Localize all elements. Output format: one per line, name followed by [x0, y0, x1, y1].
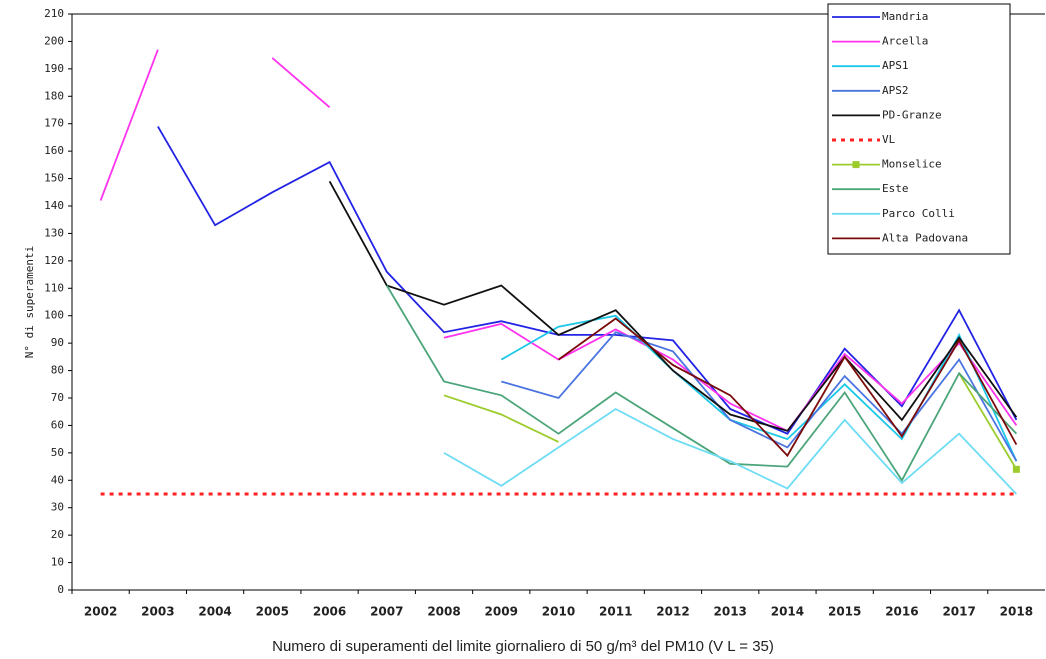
- y-tick-label: 170: [44, 117, 64, 130]
- y-tick-label: 80: [51, 364, 64, 377]
- x-tick-label: 2011: [599, 605, 632, 619]
- legend-label: Monselice: [882, 158, 942, 171]
- x-tick-label: 2006: [313, 605, 346, 619]
- x-tick-label: 2014: [771, 605, 804, 619]
- series-line: [386, 285, 1018, 483]
- y-tick-label: 90: [51, 336, 64, 349]
- y-tick-label: 10: [51, 556, 64, 569]
- caption: Numero di superamenti del limite giornal…: [272, 638, 774, 655]
- legend-label: Este: [882, 182, 909, 195]
- legend-label: Alta Padovana: [882, 231, 968, 244]
- y-tick-label: 140: [44, 199, 64, 212]
- x-tick-label: 2005: [256, 605, 289, 619]
- y-tick-label: 190: [44, 62, 64, 75]
- legend-label: PD-Granze: [882, 108, 942, 121]
- legend-label: Arcella: [882, 35, 928, 48]
- x-tick-label: 2004: [198, 605, 231, 619]
- legend-label: VL: [882, 133, 896, 146]
- legend-box: [827, 3, 1011, 255]
- legend-label: Parco Colli: [882, 207, 955, 220]
- x-tick-label: 2015: [828, 605, 861, 619]
- x-tick-label: 2013: [714, 605, 747, 619]
- y-tick-label: 50: [51, 446, 64, 459]
- y-axis-label: N° di superamenti: [23, 246, 36, 359]
- y-tick-label: 100: [44, 309, 64, 322]
- series-line: [157, 126, 1018, 435]
- x-tick-label: 2007: [370, 605, 403, 619]
- y-tick-label: 130: [44, 226, 64, 239]
- y-tick-label: 120: [44, 254, 64, 267]
- series-line: [99, 49, 1018, 433]
- legend-label: Mandria: [882, 10, 928, 23]
- y-tick-label: 200: [44, 34, 64, 47]
- x-tick-label: 2003: [141, 605, 174, 619]
- x-tick-label: 2002: [84, 605, 117, 619]
- y-tick-label: 0: [57, 583, 64, 596]
- legend-label: APS1: [882, 59, 909, 72]
- series-line: [501, 331, 1018, 462]
- y-tick-label: 60: [51, 418, 64, 431]
- y-tick-label: 110: [44, 281, 64, 294]
- x-tick-label: 2018: [1000, 605, 1033, 619]
- series-line: [328, 180, 1018, 432]
- series-line: [443, 407, 1018, 495]
- y-tick-label: 150: [44, 172, 64, 185]
- x-tick-label: 2012: [656, 605, 689, 619]
- legend-marker: [852, 161, 860, 169]
- x-tick-label: 2016: [885, 605, 918, 619]
- y-tick-label: 40: [51, 473, 64, 486]
- x-tick-label: 2008: [427, 605, 460, 619]
- series-line: [443, 372, 1018, 470]
- point-marker: [1012, 465, 1020, 473]
- series-line: [557, 317, 1018, 458]
- y-tick-label: 30: [51, 501, 64, 514]
- x-tick-label: 2009: [485, 605, 518, 619]
- y-tick-label: 180: [44, 89, 64, 102]
- x-tick-label: 2017: [942, 605, 975, 619]
- y-tick-label: 160: [44, 144, 64, 157]
- legend-label: APS2: [882, 84, 909, 97]
- y-tick-label: 210: [44, 7, 64, 20]
- x-tick-label: 2010: [542, 605, 575, 619]
- y-tick-label: 20: [51, 528, 64, 541]
- y-tick-label: 70: [51, 391, 64, 404]
- series-line: [500, 314, 1018, 462]
